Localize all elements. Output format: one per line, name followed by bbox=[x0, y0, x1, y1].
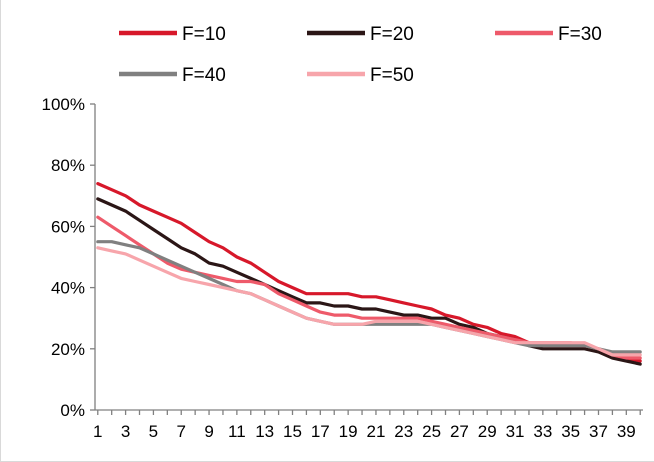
x-tick-label: 33 bbox=[533, 422, 552, 441]
x-tick-label: 1 bbox=[93, 422, 102, 441]
x-tick-label: 35 bbox=[561, 422, 580, 441]
legend-item-f-40: F=40 bbox=[119, 65, 226, 86]
x-tick-label: 9 bbox=[204, 422, 213, 441]
y-tick-label: 20% bbox=[51, 340, 85, 359]
x-tick-label: 25 bbox=[422, 422, 441, 441]
legend-label: F=40 bbox=[182, 65, 226, 86]
x-tick-label: 37 bbox=[589, 422, 608, 441]
x-tick-label: 19 bbox=[339, 422, 358, 441]
y-tick-label: 80% bbox=[51, 156, 85, 175]
x-tick-label: 3 bbox=[121, 422, 130, 441]
x-tick-label: 39 bbox=[617, 422, 636, 441]
x-tick-label: 21 bbox=[366, 422, 385, 441]
x-tick-label: 15 bbox=[283, 422, 302, 441]
series-line-f-50 bbox=[96, 246, 642, 357]
series-line-f-30 bbox=[96, 215, 642, 360]
x-tick-label: 31 bbox=[506, 422, 525, 441]
legend-item-f-20: F=20 bbox=[307, 24, 414, 45]
legend-label: F=50 bbox=[370, 65, 414, 86]
legend-label: F=20 bbox=[370, 24, 414, 45]
x-tick-label: 11 bbox=[228, 422, 246, 441]
y-tick-label: 0% bbox=[60, 401, 85, 420]
x-tick-label: 7 bbox=[176, 422, 185, 441]
legend-label: F=10 bbox=[182, 24, 226, 45]
series-line-f-20 bbox=[96, 197, 642, 366]
x-tick-label: 27 bbox=[450, 422, 469, 441]
x-tick-label: 5 bbox=[149, 422, 158, 441]
x-tick-label: 29 bbox=[478, 422, 497, 441]
series-line-f-10 bbox=[96, 182, 642, 363]
legend-item-f-10: F=10 bbox=[119, 24, 226, 45]
y-tick-label: 40% bbox=[51, 279, 85, 298]
x-tick-label: 23 bbox=[394, 422, 413, 441]
legend: F=10 F=20 F=30 F=40 F=50 bbox=[119, 24, 602, 86]
x-tick-label: 13 bbox=[255, 422, 274, 441]
legend-label: F=30 bbox=[558, 24, 602, 45]
y-tick-label: 60% bbox=[51, 217, 85, 236]
legend-item-f-30: F=30 bbox=[495, 24, 602, 45]
axes-layer: 0%20%40%60%80%100%1 3 5 7 9 11 13 15 17 19 21 23 25 2… bbox=[42, 95, 643, 441]
series-layer bbox=[96, 182, 642, 366]
y-tick-label: 100% bbox=[42, 95, 85, 114]
x-tick-label: 17 bbox=[311, 422, 330, 441]
legend-item-f-50: F=50 bbox=[307, 65, 414, 86]
